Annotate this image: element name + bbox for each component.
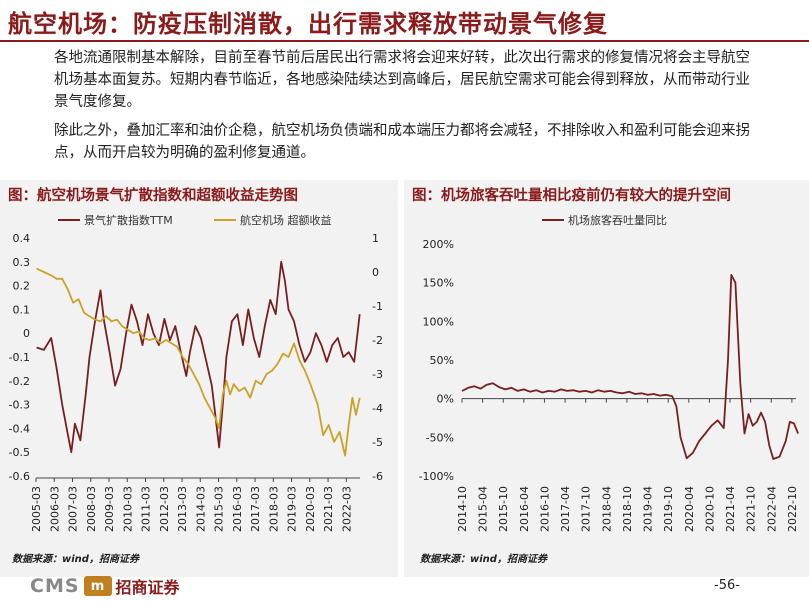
y-left-tick-label: 0	[23, 327, 30, 340]
x-tick-label: 2010-03	[121, 486, 134, 532]
y-tick-label: 50%	[430, 354, 454, 367]
y-right-tick-label: -1	[372, 300, 383, 313]
brand-logo: CMS m 招商证券	[30, 574, 180, 598]
legend-label-throughput: 机场旅客吞吐量同比	[568, 213, 667, 227]
y-left-tick-label: 0.2	[13, 280, 31, 293]
series-line-throughput-yoy	[461, 274, 799, 460]
x-tick-label: 2022-10	[786, 486, 799, 532]
y-right-tick-label: -3	[372, 368, 383, 381]
x-tick-label: 2021-03	[322, 486, 335, 532]
x-tick-label: 2022-04	[765, 486, 778, 532]
y-left-tick-label: -0.2	[9, 375, 30, 388]
right-chart-svg: 机场旅客吞吐量同比 200% 150% 100% 50% 0% -50% -100%2014-…	[419, 213, 799, 532]
y-left-tick-label: -0.1	[9, 351, 30, 364]
x-tick-label: 2005-03	[30, 486, 43, 532]
x-tick-label: 2022-03	[340, 486, 353, 532]
title-divider	[0, 40, 809, 42]
logo-chinese-text: 招商证券	[115, 578, 180, 597]
y-left-tick-label: -0.4	[9, 422, 30, 435]
legend-label-excess-return: 航空机场 超额收益	[240, 213, 332, 227]
y-right-tick-label: -5	[372, 436, 383, 449]
x-tick-label: 2015-03	[213, 486, 226, 532]
x-tick-label: 2020-03	[304, 486, 317, 532]
x-tick-label: 2021-04	[724, 486, 737, 532]
y-tick-label: 200%	[423, 238, 454, 251]
right-chart-title: 图：机场旅客吞吐量相比疫前仍有较大的提升空间	[412, 188, 731, 204]
x-tick-label: 2020-04	[683, 486, 696, 532]
y-tick-label: 150%	[423, 277, 454, 290]
right-chart-source: 数据来源：wind，招商证券	[420, 554, 547, 565]
x-tick-label: 2020-10	[703, 486, 716, 532]
logo-latin-text: CMS	[30, 575, 80, 597]
y-tick-label: -100%	[419, 470, 454, 483]
x-tick-label: 2016-03	[231, 486, 244, 532]
y-right-tick-label: -2	[372, 334, 383, 347]
logo-badge-icon: m	[83, 576, 112, 596]
y-tick-label: 100%	[423, 315, 454, 328]
x-tick-label: 2012-03	[158, 486, 171, 532]
y-left-tick-label: 0.4	[13, 232, 31, 245]
left-chart-source: 数据来源：wind，招商证券	[12, 554, 139, 565]
x-tick-label: 2008-03	[85, 486, 98, 532]
y-right-tick-label: 1	[372, 232, 379, 245]
summary-paragraph-2: 除此之外，叠加汇率和油价企稳，航空机场负债端和成本端压力都将会减轻，不排除收入和…	[54, 123, 750, 161]
x-tick-label: 2007-03	[67, 486, 80, 532]
left-chart-svg: 景气扩散指数TTM 航空机场 超额收益 0.4 0.3 0.2 0.1 0 -0.1 -0.2 -…	[9, 213, 383, 532]
y-left-tick-label: -0.6	[9, 470, 30, 483]
x-tick-label: 2014-10	[456, 486, 469, 532]
x-tick-label: 2016-04	[518, 486, 531, 532]
y-right-tick-label: 0	[372, 266, 379, 279]
series-line-diffusion-index	[36, 260, 361, 454]
x-tick-label: 2015-04	[477, 486, 490, 532]
y-left-tick-label: -0.3	[9, 399, 30, 412]
x-tick-label: 2009-03	[103, 486, 116, 532]
x-tick-label: 2011-03	[140, 486, 153, 532]
x-tick-label: 2018-04	[600, 486, 613, 532]
x-tick-label: 2013-03	[176, 486, 189, 532]
x-tick-label: 2014-03	[194, 486, 207, 532]
legend-label-diffusion: 景气扩散指数TTM	[84, 213, 173, 227]
summary-paragraph-1: 各地流通限制基本解除，目前至春节前后居民出行需求将会迎来好转，此次出行需求的修复…	[54, 50, 750, 110]
y-left-tick-label: 0.1	[13, 303, 31, 316]
y-tick-label: 0%	[437, 393, 454, 406]
x-tick-label: 2017-04	[559, 486, 572, 532]
y-tick-label: -50%	[426, 431, 454, 444]
page-title: 航空机场：防疫压制消散，出行需求释放带动景气修复	[8, 10, 608, 38]
y-right-tick-label: -6	[372, 470, 383, 483]
x-tick-label: 2016-10	[538, 486, 551, 532]
series-line-excess-return	[36, 267, 361, 457]
page-number: -56-	[714, 578, 740, 593]
x-tick-label: 2018-03	[267, 486, 280, 532]
x-tick-label: 2019-04	[642, 486, 655, 532]
x-tick-label: 2015-10	[497, 486, 510, 532]
left-chart-panel: 图：航空机场景气扩散指数和超额收益走势图 景气扩散指数TTM 航空机场 超额收益 0…	[0, 180, 398, 577]
x-tick-label: 2019-03	[286, 486, 299, 532]
right-chart-panel: 图：机场旅客吞吐量相比疫前仍有较大的提升空间 机场旅客吞吐量同比 200% 150%…	[404, 180, 809, 577]
y-right-tick-label: -4	[372, 402, 383, 415]
x-tick-label: 2021-10	[745, 486, 758, 532]
x-tick-label: 2017-03	[249, 486, 262, 532]
x-tick-label: 2019-10	[662, 486, 675, 532]
left-chart-title: 图：航空机场景气扩散指数和超额收益走势图	[8, 188, 298, 204]
x-tick-label: 2018-10	[621, 486, 634, 532]
x-tick-label: 2017-10	[580, 486, 593, 532]
y-left-tick-label: 0.3	[13, 256, 31, 269]
x-tick-label: 2006-03	[48, 486, 61, 532]
y-left-tick-label: -0.5	[9, 446, 30, 459]
